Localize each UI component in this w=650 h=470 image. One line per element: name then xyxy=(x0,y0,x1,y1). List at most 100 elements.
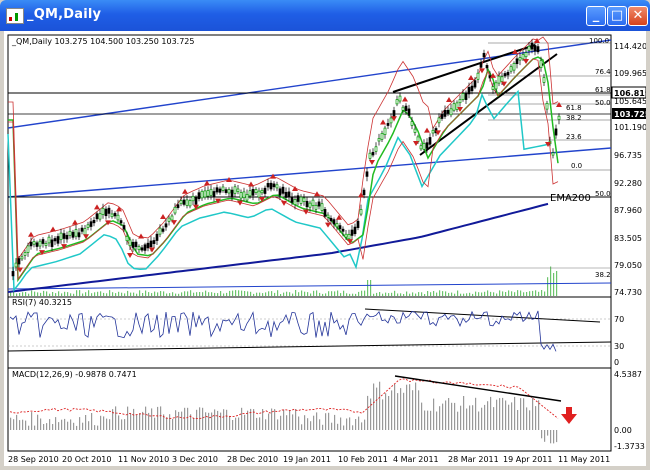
macd-histogram-bar xyxy=(445,400,447,430)
chart-client-area[interactable]: _QM,Daily 103.275 104.500 103.250 103.72… xyxy=(4,31,646,466)
candle-body xyxy=(56,236,60,244)
macd-histogram-bar xyxy=(466,408,468,430)
volume-bar xyxy=(103,292,105,296)
volume-bar xyxy=(181,292,183,296)
macd-histogram-bar xyxy=(253,409,255,430)
candle-body xyxy=(218,188,222,193)
macd-histogram-bar xyxy=(235,417,237,430)
chart-canvas[interactable]: _QM,Daily 103.275 104.500 103.250 103.72… xyxy=(4,31,646,466)
candle-body xyxy=(356,220,360,228)
macd-histogram-bar xyxy=(202,407,204,430)
price-axis-label: 74.730 xyxy=(614,288,642,297)
close-button[interactable]: ✕ xyxy=(628,6,648,26)
date-axis-label: 10 Feb 2011 xyxy=(338,455,388,464)
candle-body xyxy=(68,230,72,236)
macd-histogram-bar xyxy=(487,401,489,430)
macd-histogram-bar xyxy=(157,406,159,430)
candle-body xyxy=(95,213,99,220)
volume-bar xyxy=(427,291,429,296)
maximize-button[interactable]: □ xyxy=(607,6,627,26)
macd-histogram-bar xyxy=(13,419,15,430)
macd-histogram-bar xyxy=(181,411,183,430)
fractal-down-marker xyxy=(105,220,111,226)
macd-histogram-bar xyxy=(349,417,351,430)
macd-histogram-bar xyxy=(115,406,117,430)
title-bar[interactable]: _QM,Daily _ □ ✕ xyxy=(0,0,650,31)
volume-bar xyxy=(526,292,528,296)
candle-body xyxy=(545,103,549,110)
fib-label: 50.0 xyxy=(595,99,611,107)
macd-axis-label: 4.5387 xyxy=(614,370,642,379)
macd-histogram-bar xyxy=(262,409,264,430)
volume-bar xyxy=(382,293,384,296)
volume-bar xyxy=(214,292,216,296)
volume-bar xyxy=(481,292,483,296)
candle-body xyxy=(353,226,357,235)
volume-bar xyxy=(523,292,525,296)
macd-histogram-bar xyxy=(421,402,423,430)
fractal-up-marker xyxy=(50,226,56,232)
candle-body xyxy=(278,188,282,196)
candle-body xyxy=(194,197,198,205)
minimize-button[interactable]: _ xyxy=(586,6,606,26)
fractal-up-marker xyxy=(490,72,496,78)
macd-histogram-bar xyxy=(238,417,240,430)
macd-histogram-bar xyxy=(130,413,132,430)
macd-histogram-bar xyxy=(373,383,375,430)
candle-body xyxy=(494,82,498,90)
macd-histogram-bar xyxy=(538,400,540,430)
candle-body xyxy=(449,108,453,116)
ema200-line xyxy=(7,202,549,293)
fractal-up-marker xyxy=(446,97,452,102)
volume-bar xyxy=(457,290,459,296)
volume-bar xyxy=(301,290,303,296)
macd-divergence-trendline xyxy=(394,375,562,402)
fractal-down-marker xyxy=(127,253,133,258)
volume-bar xyxy=(439,290,441,296)
macd-histogram-bar xyxy=(172,419,174,430)
macd-histogram-bar xyxy=(67,421,69,430)
candle-body xyxy=(203,190,207,198)
candle-body xyxy=(506,71,510,76)
candle-body xyxy=(287,191,291,197)
candle-body xyxy=(419,145,423,150)
candle-body xyxy=(125,236,129,242)
volume-bar xyxy=(553,273,555,296)
volume-bar xyxy=(43,290,45,296)
candle-body xyxy=(11,271,15,277)
candle-body xyxy=(242,191,246,199)
date-axis-label: 19 Apr 2011 xyxy=(503,455,552,464)
macd-histogram-bar xyxy=(376,387,378,430)
candle-body xyxy=(320,203,324,211)
candle-body xyxy=(479,63,483,68)
rsi-support-trendline xyxy=(7,341,612,352)
candle-body xyxy=(467,87,471,95)
volume-bar xyxy=(187,291,189,296)
macd-histogram-bar xyxy=(493,407,495,430)
macd-histogram-bar xyxy=(289,411,291,430)
volume-bar xyxy=(163,291,165,296)
macd-histogram-bar xyxy=(187,407,189,430)
candle-body xyxy=(113,212,117,217)
candle-body xyxy=(401,106,405,111)
volume-bar xyxy=(502,291,504,296)
macd-histogram-bar xyxy=(391,390,393,430)
volume-bar xyxy=(169,293,171,296)
candle-body xyxy=(404,105,408,111)
candle-body xyxy=(512,63,516,71)
macd-histogram-bar xyxy=(550,430,552,444)
fractal-up-marker xyxy=(556,102,562,107)
fractal-down-marker xyxy=(501,81,507,87)
candle-body xyxy=(155,233,159,241)
fractal-up-marker xyxy=(204,180,210,186)
macd-histogram-bar xyxy=(292,414,294,430)
rsi-pane[interactable] xyxy=(7,296,612,369)
price-pane[interactable] xyxy=(7,34,612,298)
candle-body xyxy=(413,128,417,133)
fib-label: 100.0 xyxy=(589,37,609,45)
price-axis-label: 96.735 xyxy=(614,151,642,160)
macd-histogram-bar xyxy=(364,419,366,430)
macd-histogram-bar xyxy=(142,411,144,430)
volume-bar xyxy=(436,292,438,296)
candle-body xyxy=(263,187,267,194)
